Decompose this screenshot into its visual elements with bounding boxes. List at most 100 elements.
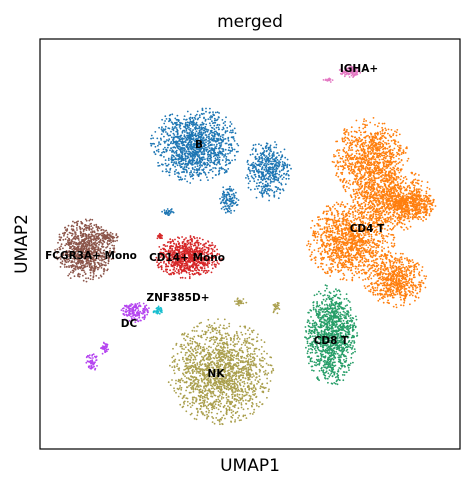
point bbox=[200, 126, 203, 129]
point bbox=[181, 122, 184, 125]
point bbox=[363, 254, 366, 257]
point bbox=[350, 248, 353, 251]
point bbox=[180, 148, 183, 151]
point bbox=[358, 237, 361, 240]
point bbox=[196, 159, 199, 162]
point bbox=[270, 177, 273, 179]
point bbox=[194, 151, 197, 154]
point bbox=[359, 172, 361, 175]
point bbox=[362, 247, 365, 250]
point bbox=[205, 166, 208, 169]
point bbox=[374, 191, 376, 194]
point bbox=[221, 128, 224, 131]
point bbox=[417, 188, 420, 191]
point bbox=[409, 274, 411, 277]
point bbox=[389, 228, 392, 230]
point bbox=[180, 165, 183, 168]
point bbox=[418, 192, 421, 194]
point bbox=[165, 150, 168, 153]
point bbox=[268, 187, 270, 190]
point bbox=[385, 129, 387, 132]
point bbox=[381, 122, 384, 125]
point bbox=[226, 130, 229, 132]
point bbox=[167, 139, 170, 142]
point bbox=[261, 192, 264, 195]
point bbox=[218, 112, 221, 114]
point bbox=[420, 185, 423, 187]
point bbox=[161, 151, 163, 154]
point bbox=[368, 172, 371, 174]
point bbox=[374, 123, 376, 126]
point bbox=[161, 170, 164, 173]
point bbox=[189, 129, 192, 132]
point bbox=[362, 158, 364, 161]
point bbox=[261, 194, 264, 197]
point bbox=[228, 143, 231, 146]
point bbox=[162, 148, 165, 151]
point bbox=[377, 267, 380, 270]
point bbox=[213, 135, 216, 138]
point bbox=[331, 225, 333, 227]
point bbox=[373, 204, 376, 207]
point bbox=[271, 189, 274, 192]
point bbox=[325, 223, 328, 225]
point bbox=[207, 146, 209, 148]
point bbox=[228, 208, 231, 210]
point bbox=[271, 163, 274, 166]
point bbox=[345, 279, 348, 281]
point bbox=[222, 148, 225, 151]
point bbox=[275, 179, 278, 181]
point bbox=[221, 192, 224, 195]
point bbox=[218, 142, 220, 145]
point bbox=[333, 216, 336, 219]
point bbox=[381, 126, 383, 129]
point bbox=[207, 179, 209, 182]
point bbox=[408, 189, 411, 192]
point bbox=[170, 136, 173, 139]
point bbox=[353, 170, 356, 173]
point bbox=[359, 146, 362, 149]
point bbox=[198, 114, 201, 117]
point bbox=[332, 254, 335, 257]
point bbox=[372, 171, 375, 174]
point bbox=[360, 211, 363, 214]
point bbox=[340, 241, 342, 243]
point bbox=[387, 165, 390, 168]
point bbox=[387, 299, 389, 302]
point bbox=[402, 152, 405, 155]
point bbox=[407, 157, 410, 160]
point bbox=[353, 208, 356, 210]
point bbox=[369, 244, 371, 247]
point bbox=[350, 168, 353, 171]
point bbox=[344, 190, 347, 193]
point bbox=[188, 128, 191, 131]
point bbox=[166, 132, 169, 135]
point bbox=[365, 144, 368, 147]
point bbox=[330, 248, 332, 251]
point bbox=[352, 214, 354, 216]
point bbox=[175, 151, 178, 154]
point bbox=[352, 254, 355, 257]
point bbox=[188, 126, 190, 129]
point bbox=[267, 148, 270, 151]
point bbox=[378, 218, 381, 220]
point bbox=[193, 152, 196, 155]
point bbox=[222, 122, 225, 125]
point bbox=[332, 205, 334, 208]
point bbox=[397, 162, 400, 165]
point bbox=[208, 164, 211, 167]
point bbox=[380, 171, 383, 174]
point bbox=[173, 152, 176, 154]
point bbox=[254, 149, 257, 152]
point bbox=[259, 163, 261, 165]
point bbox=[201, 128, 203, 131]
point bbox=[354, 265, 357, 268]
point bbox=[328, 249, 331, 252]
point bbox=[367, 246, 370, 249]
point bbox=[348, 253, 350, 255]
point bbox=[350, 130, 353, 133]
point bbox=[218, 159, 221, 161]
point bbox=[275, 190, 278, 193]
point bbox=[334, 220, 336, 222]
point bbox=[374, 160, 377, 163]
